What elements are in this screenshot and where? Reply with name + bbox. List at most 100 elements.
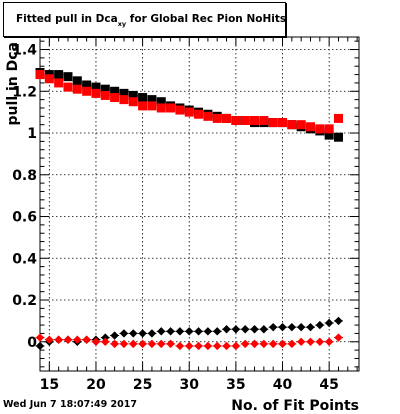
data-point [129,329,138,338]
data-point [129,339,138,349]
data-point [166,103,176,113]
x-axis-label: No. of Fit Points [231,398,359,414]
data-point [203,341,213,351]
y-tick-label: 0 [27,335,37,351]
data-point [194,327,203,336]
data-point [110,86,120,96]
data-point [296,337,306,346]
data-point [82,80,92,90]
data-point [287,339,297,349]
data-point [73,335,82,344]
data-point [147,95,157,105]
data-point [119,88,129,98]
data-point [305,122,315,132]
y-tick-label: 0.6 [12,210,37,226]
y-tick-label: 1.4 [12,43,37,59]
data-point [185,327,194,336]
tick-labels: 15 20 25 30 35 40 45 0 0.2 0.4 0.6 0.8 1 1.2 1.4 [12,43,339,393]
data-point [194,341,203,351]
data-point [315,320,325,330]
y-tick-label: 0.8 [12,168,37,184]
data-point [175,327,185,336]
data-point [296,322,306,332]
data-point [91,337,101,346]
data-point [63,82,73,92]
x-tick-label: 15 [40,377,59,393]
x-tick-label: 25 [133,377,152,393]
data-point [147,101,157,111]
data-point [268,118,278,128]
data-point [44,74,54,84]
data-point [203,327,213,336]
chart-title-box: Fitted pull in Dcaxy for Global Rec Pion… [3,2,286,37]
data-point [138,93,148,103]
data-point [175,105,185,115]
data-point [72,84,82,94]
data-point [185,341,194,351]
data-point [315,124,325,134]
data-point [82,86,92,96]
data-point [241,339,250,349]
data-point [157,339,166,349]
data-point [231,341,241,351]
data-point [54,70,64,80]
data-point [110,93,120,103]
data-point [110,331,119,340]
data-point [268,322,278,332]
data-point [222,113,232,123]
data-point [91,82,101,92]
data-point [166,339,175,349]
data-point [278,118,288,128]
data-point [333,113,343,123]
data-point [250,116,260,125]
data-point [63,72,73,82]
data-point [333,132,343,142]
y-tick-label: 1.2 [12,84,37,100]
data-point [35,333,45,342]
chart-title-tail: for Global Rec Pion NoHits [126,13,287,25]
data-point [287,322,297,332]
plot-frame [39,36,360,372]
data-point [222,325,231,334]
data-point [278,322,287,332]
data-point [334,333,343,342]
data-point [250,339,259,349]
chart-title: Fitted pull in Dcaxy for Global Rec Pion… [16,13,286,28]
series-1 [35,70,343,134]
x-tick-label: 20 [86,377,106,393]
y-tick-label: 0.2 [12,293,37,309]
data-point [324,318,334,328]
data-point [35,70,45,80]
y-tick-label: 0.4 [12,251,37,267]
data-point [138,101,148,111]
data-point [63,335,73,344]
data-point [128,97,138,107]
data-point [231,116,241,125]
data-point [324,130,334,140]
axis-ticks [39,37,359,371]
data-point [250,325,259,334]
data-point [259,339,269,349]
data-point [156,103,166,113]
data-point [54,335,63,344]
data-point [222,341,231,351]
data-point [278,339,287,349]
data-point [166,327,175,336]
data-point [147,339,157,349]
x-tick-label: 35 [226,377,245,393]
data-point [306,322,315,332]
data-point [100,84,110,94]
data-point [35,341,45,351]
data-point [156,97,166,107]
data-point [259,116,269,125]
x-tick-label: 45 [319,377,338,393]
chart-title-main: Fitted pull in Dca [16,13,118,25]
data-point [259,325,269,334]
series-0 [35,67,343,142]
chart-title-subscript: xy [117,20,127,28]
data-point [91,88,101,98]
x-tick-label: 30 [179,377,199,393]
data-point [45,335,54,344]
data-point [306,337,315,346]
